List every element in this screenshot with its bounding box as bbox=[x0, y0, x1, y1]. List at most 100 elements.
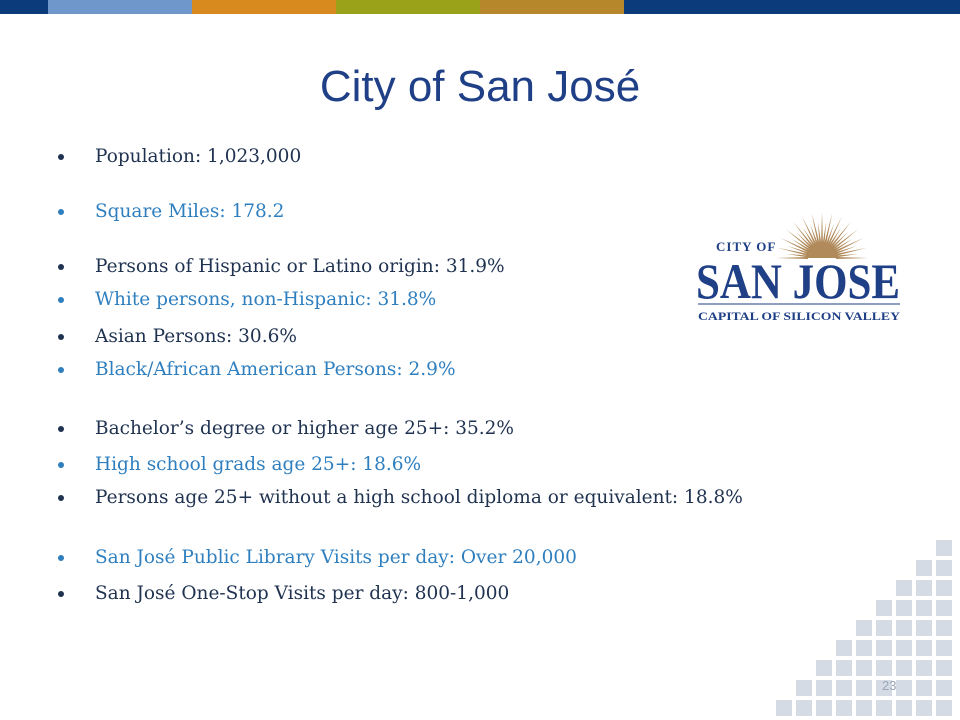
grid-square bbox=[916, 600, 932, 616]
grid-square bbox=[936, 580, 952, 596]
grid-square bbox=[856, 680, 872, 696]
sun-ray bbox=[834, 238, 864, 253]
grid-square bbox=[876, 700, 892, 716]
bullet-text: Black/African American Persons: 2.9% bbox=[95, 359, 456, 380]
grid-square bbox=[816, 700, 832, 716]
sun-ray bbox=[788, 246, 810, 255]
sun-ray bbox=[829, 222, 851, 248]
sun-ray bbox=[776, 257, 809, 259]
sun-ray bbox=[786, 229, 812, 251]
sun-ray bbox=[810, 224, 819, 246]
sun-ray bbox=[831, 232, 848, 249]
sunburst-icon bbox=[776, 212, 868, 259]
bullet-dot bbox=[58, 426, 64, 432]
grid-square bbox=[916, 580, 932, 596]
top-bar-segment bbox=[192, 0, 336, 14]
grid-square bbox=[936, 560, 952, 576]
grid-square bbox=[916, 620, 932, 636]
bullet-dot bbox=[58, 591, 64, 597]
logo-tagline: CAPITAL OF SILICON VALLEY bbox=[698, 309, 900, 323]
city-logo: CITY OF SAN JOSE CAPITAL OF SILICON VALL… bbox=[696, 212, 900, 323]
bullet-text: San José Public Library Visits per day: … bbox=[95, 547, 577, 568]
bullet-text: San José One-Stop Visits per day: 800-1,… bbox=[95, 583, 510, 604]
grid-square bbox=[876, 620, 892, 636]
sun-ray bbox=[835, 257, 868, 259]
bullet-text: Persons of Hispanic or Latino origin: 31… bbox=[95, 256, 505, 277]
sun-ray bbox=[835, 247, 867, 256]
sun-ray bbox=[827, 216, 842, 246]
bullet-dot bbox=[58, 297, 64, 303]
bullet-dot bbox=[58, 462, 64, 468]
grid-square bbox=[916, 640, 932, 656]
sun-ray bbox=[833, 238, 853, 252]
sun-core bbox=[806, 242, 838, 258]
grid-square bbox=[896, 640, 912, 656]
grid-square bbox=[876, 660, 892, 676]
grid-square bbox=[896, 660, 912, 676]
top-color-bar bbox=[0, 0, 960, 14]
grid-square bbox=[936, 640, 952, 656]
bullet-dot bbox=[58, 264, 64, 270]
top-bar-segment bbox=[336, 0, 480, 14]
grid-square bbox=[836, 700, 852, 716]
bullet-text: Population: 1,023,000 bbox=[95, 146, 302, 167]
grid-square bbox=[896, 620, 912, 636]
grid-square bbox=[856, 620, 872, 636]
bullet-dot bbox=[58, 334, 64, 340]
grid-square bbox=[836, 680, 852, 696]
grid-square bbox=[936, 620, 952, 636]
grid-square bbox=[836, 640, 852, 656]
grid-square bbox=[856, 640, 872, 656]
sun-ray bbox=[825, 224, 834, 246]
bullet-text: Bachelor’s degree or higher age 25+: 35.… bbox=[95, 418, 515, 439]
bullet-dot bbox=[58, 154, 64, 160]
grid-square bbox=[856, 700, 872, 716]
slide-title: City of San José bbox=[319, 62, 641, 111]
bullet-text: White persons, non-Hispanic: 31.8% bbox=[95, 289, 437, 310]
bullet-text: Persons age 25+ without a high school di… bbox=[95, 487, 743, 508]
grid-square bbox=[916, 680, 932, 696]
grid-square bbox=[896, 580, 912, 596]
grid-square bbox=[896, 700, 912, 716]
grid-square bbox=[816, 680, 832, 696]
grid-square bbox=[876, 680, 892, 696]
sun-ray bbox=[817, 222, 822, 245]
decorative-square-grid bbox=[776, 540, 952, 716]
grid-square bbox=[896, 600, 912, 616]
grid-square bbox=[936, 540, 952, 556]
grid-square bbox=[876, 640, 892, 656]
sun-ray bbox=[834, 246, 856, 255]
sun-ray bbox=[832, 229, 858, 251]
logo-city-of: CITY OF bbox=[716, 239, 776, 254]
page-number: 23 bbox=[882, 678, 897, 693]
sun-ray bbox=[796, 232, 813, 249]
top-bar-segment bbox=[48, 0, 192, 14]
bullet-dot bbox=[58, 495, 64, 501]
top-bar-segment bbox=[624, 0, 960, 14]
grid-square bbox=[796, 700, 812, 716]
top-bar-segment bbox=[480, 0, 624, 14]
grid-square bbox=[916, 700, 932, 716]
grid-square bbox=[936, 680, 952, 696]
sun-ray bbox=[811, 213, 820, 245]
grid-square bbox=[816, 660, 832, 676]
sun-ray bbox=[821, 212, 823, 245]
sun-ray bbox=[824, 213, 833, 245]
top-bar-segment bbox=[0, 0, 48, 14]
grid-square bbox=[916, 560, 932, 576]
sun-ray bbox=[822, 222, 827, 245]
grid-square bbox=[916, 660, 932, 676]
grid-square bbox=[876, 600, 892, 616]
bullet-text: High school grads age 25+: 18.6% bbox=[95, 454, 422, 475]
sun-ray bbox=[777, 247, 809, 256]
grid-square bbox=[836, 660, 852, 676]
bullet-dot bbox=[58, 555, 64, 561]
grid-square bbox=[856, 660, 872, 676]
bullet-text: Square Miles: 178.2 bbox=[95, 201, 285, 222]
sun-ray bbox=[828, 227, 842, 247]
sun-ray bbox=[793, 222, 815, 248]
sun-ray bbox=[802, 216, 817, 246]
sun-ray bbox=[802, 227, 816, 247]
grid-square bbox=[936, 660, 952, 676]
sun-ray bbox=[835, 253, 858, 258]
